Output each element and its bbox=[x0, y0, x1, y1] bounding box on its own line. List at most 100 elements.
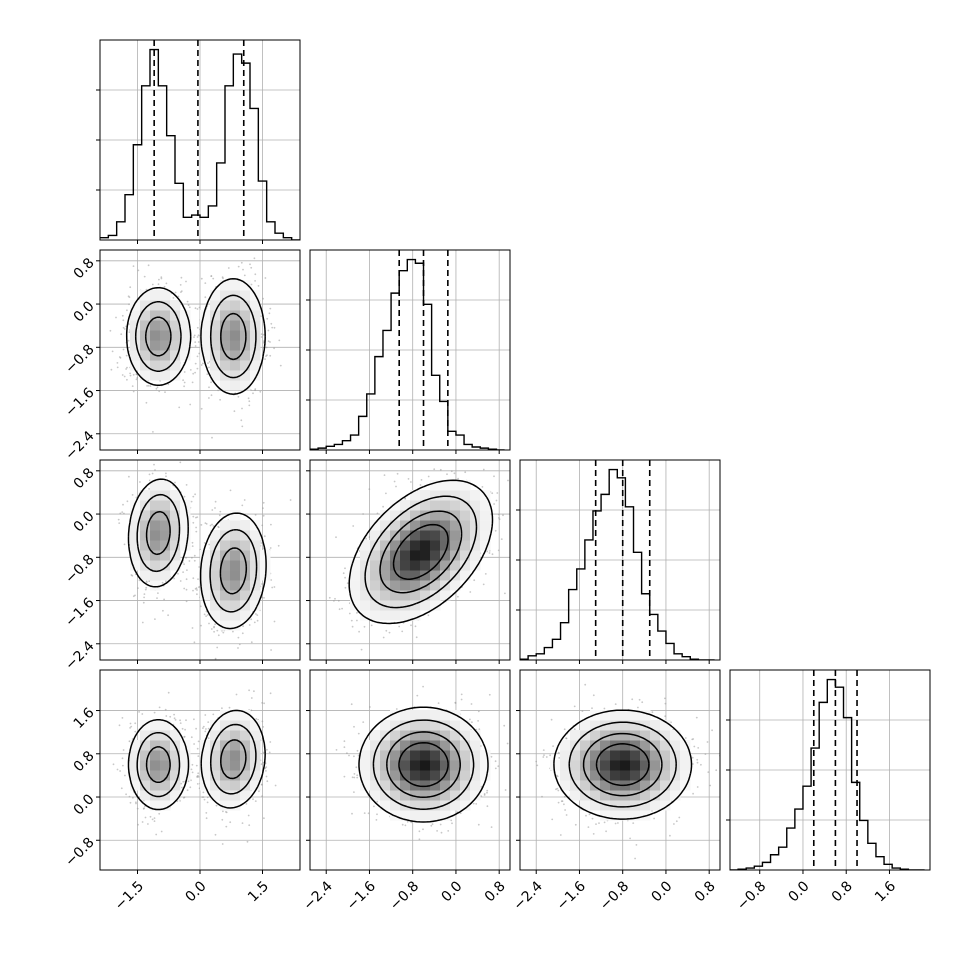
scatter-point bbox=[265, 766, 268, 768]
density-cell bbox=[130, 510, 141, 521]
density-cell bbox=[220, 570, 231, 581]
scatter-point bbox=[151, 283, 154, 286]
density-cell bbox=[230, 370, 241, 381]
density-cell bbox=[230, 770, 241, 781]
scatter-point bbox=[183, 371, 186, 373]
density-cell bbox=[230, 760, 241, 771]
scatter-point bbox=[135, 373, 138, 376]
scatter-point bbox=[116, 362, 119, 364]
scatter-point bbox=[197, 334, 200, 337]
scatter-point bbox=[165, 715, 168, 717]
density-cell bbox=[140, 750, 151, 761]
scatter-point bbox=[212, 713, 215, 716]
density-cell bbox=[210, 770, 221, 781]
scatter-point bbox=[119, 512, 122, 515]
scatter-point bbox=[128, 331, 131, 333]
scatter-point bbox=[266, 748, 268, 751]
scatter-point bbox=[401, 630, 404, 633]
density-cell bbox=[220, 590, 231, 601]
scatter-point bbox=[127, 339, 130, 342]
scatter-point bbox=[201, 796, 204, 798]
density-cell bbox=[210, 730, 221, 741]
scatter-point bbox=[184, 728, 187, 731]
scatter-point bbox=[186, 569, 188, 571]
scatter-point bbox=[260, 783, 263, 786]
scatter-point bbox=[129, 727, 132, 729]
scatter-point bbox=[179, 284, 182, 286]
scatter-point bbox=[217, 526, 220, 529]
density-cell bbox=[160, 340, 171, 351]
density-cell bbox=[170, 760, 181, 771]
scatter-point bbox=[265, 346, 268, 349]
scatter-point bbox=[177, 295, 180, 298]
scatter-point bbox=[123, 512, 125, 515]
density-cell bbox=[160, 560, 171, 571]
density-cell bbox=[220, 330, 231, 341]
scatter-point bbox=[161, 581, 164, 584]
scatter-point bbox=[126, 378, 128, 381]
scatter-point bbox=[135, 378, 138, 381]
scatter-point bbox=[190, 736, 193, 739]
scatter-point bbox=[131, 494, 134, 496]
scatter-point bbox=[260, 315, 262, 317]
scatter-point bbox=[250, 283, 253, 286]
density-cell bbox=[230, 540, 241, 551]
scatter-point bbox=[179, 461, 182, 464]
scatter-point bbox=[241, 822, 244, 824]
density-cell bbox=[240, 580, 251, 591]
density-cell bbox=[230, 710, 241, 721]
scatter-point bbox=[129, 801, 132, 804]
scatter-point bbox=[191, 627, 194, 629]
density-cell bbox=[210, 790, 221, 801]
scatter-point bbox=[182, 571, 185, 573]
density-cell bbox=[140, 530, 151, 541]
contour-level-1 bbox=[145, 510, 248, 595]
scatter-point bbox=[132, 265, 135, 267]
density-cell bbox=[210, 580, 221, 591]
scatter-point bbox=[179, 719, 182, 722]
density-cell bbox=[160, 520, 171, 531]
scatter-point bbox=[233, 410, 236, 413]
scatter-point bbox=[514, 523, 516, 525]
scatter-point bbox=[248, 689, 251, 692]
density-cell bbox=[240, 790, 251, 801]
scatter-point bbox=[198, 306, 201, 309]
scatter-point bbox=[262, 333, 265, 336]
density-cell bbox=[150, 540, 161, 551]
density-cell bbox=[160, 370, 171, 381]
scatter-point bbox=[157, 283, 160, 286]
density-cell bbox=[220, 800, 231, 811]
scatter-point bbox=[122, 319, 125, 322]
scatter-point bbox=[211, 509, 214, 511]
scatter-point bbox=[258, 790, 260, 793]
density-cell bbox=[250, 360, 261, 371]
scatter-point bbox=[185, 578, 188, 581]
scatter-point bbox=[346, 582, 349, 585]
scatter-point bbox=[126, 366, 128, 369]
scatter-point bbox=[180, 276, 183, 279]
scatter-point bbox=[121, 717, 124, 719]
density-cell bbox=[220, 290, 231, 301]
scatter-point bbox=[273, 620, 276, 623]
density-cell bbox=[250, 530, 261, 541]
scatter-point bbox=[253, 257, 256, 260]
scatter-point bbox=[250, 709, 253, 712]
density-cell bbox=[130, 520, 141, 531]
density-cell bbox=[180, 520, 191, 531]
density-cell bbox=[150, 520, 161, 531]
scatter-point bbox=[205, 615, 208, 617]
scatter-point bbox=[376, 512, 379, 515]
scatter-point bbox=[271, 326, 274, 329]
contour-level-1 bbox=[144, 312, 247, 361]
scatter-point bbox=[208, 386, 210, 389]
scatter-point bbox=[122, 326, 125, 329]
scatter-point bbox=[257, 285, 260, 287]
scatter-point bbox=[215, 804, 218, 807]
scatter-point bbox=[200, 277, 203, 280]
scatter-point bbox=[232, 630, 234, 633]
scatter-point bbox=[132, 595, 135, 598]
scatter-point bbox=[200, 364, 203, 366]
density-cell bbox=[260, 560, 271, 571]
density-cell bbox=[170, 310, 181, 321]
scatter-point bbox=[266, 780, 269, 783]
